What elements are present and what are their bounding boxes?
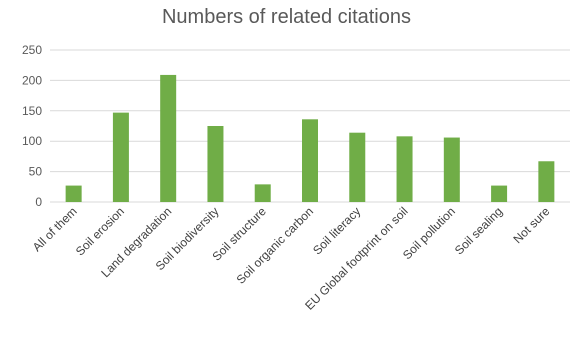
bar-6 bbox=[349, 132, 366, 202]
bar-0 bbox=[65, 185, 82, 202]
y-tick-label: 200 bbox=[22, 73, 42, 87]
bar-1 bbox=[112, 112, 129, 202]
bar-4 bbox=[254, 184, 271, 202]
category-label: Not sure bbox=[511, 204, 553, 246]
category-label: Soil sealing bbox=[452, 204, 505, 257]
bar-3 bbox=[207, 126, 224, 202]
bar-2 bbox=[160, 74, 177, 202]
bar-9 bbox=[491, 185, 508, 202]
bar-10 bbox=[538, 161, 555, 202]
y-tick-label: 250 bbox=[22, 43, 42, 57]
y-tick-label: 50 bbox=[29, 165, 43, 179]
y-tick-label: 0 bbox=[35, 195, 42, 209]
y-tick-label: 100 bbox=[22, 134, 42, 148]
chart-title: Numbers of related citations bbox=[161, 6, 411, 28]
y-tick-label: 150 bbox=[22, 104, 42, 118]
bar-7 bbox=[396, 136, 413, 202]
bar-5 bbox=[302, 119, 318, 202]
category-label: All of them bbox=[30, 204, 80, 254]
bar-8 bbox=[443, 137, 460, 202]
